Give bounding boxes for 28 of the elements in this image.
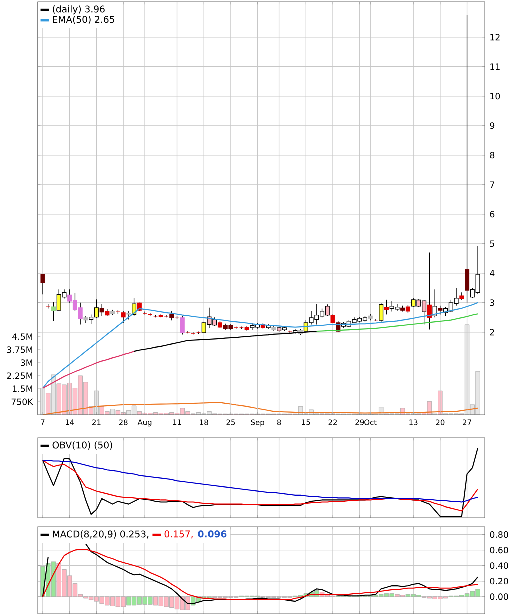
- legend-label: OBV(10) (50): [52, 442, 112, 450]
- y2-tick-label: 3.75M: [7, 346, 32, 354]
- y-tick-label: 2: [490, 329, 494, 336]
- y-tick-label: 3: [490, 300, 494, 306]
- legend-label: MACD(8,20,9) 0.253,: [53, 530, 149, 539]
- annotation: 0.096: [198, 530, 227, 538]
- y-tick-label: 0.60: [490, 547, 508, 554]
- y-tick-label: 0.20: [490, 578, 508, 585]
- legend-label: (daily) 3.96: [53, 6, 105, 15]
- y2-tick-label: 3M: [21, 360, 32, 366]
- y-tick-label: 7: [490, 182, 494, 188]
- y-tick-label: 4: [490, 270, 495, 277]
- legend-label: EMA(50) 2.65: [53, 16, 114, 24]
- y2-tick-label: 2.25M: [7, 372, 32, 380]
- y-tick-label: 10: [490, 93, 500, 100]
- legend-label: 0.157,: [164, 530, 193, 539]
- y-tick-label: 8: [490, 152, 495, 159]
- y2-tick-label: 4.5M: [12, 334, 32, 340]
- y-tick-label: 6: [490, 211, 495, 218]
- y-tick-label: 0.40: [490, 562, 508, 570]
- y2-tick-label: 750K: [12, 398, 34, 406]
- y-tick-label: 0.80: [490, 532, 508, 538]
- y2-tick-label: 1.5M: [13, 386, 32, 392]
- y-tick-label: 0.00: [490, 594, 508, 600]
- y-tick-label: 11: [490, 64, 500, 70]
- y-tick-label: 12: [490, 34, 500, 41]
- y-tick-label: 5: [490, 240, 494, 248]
- y-tick-label: 9: [490, 122, 495, 130]
